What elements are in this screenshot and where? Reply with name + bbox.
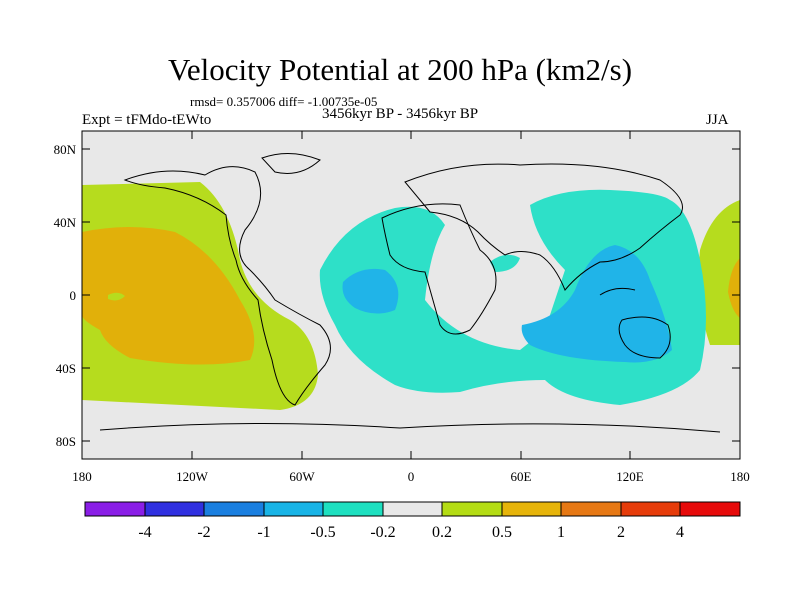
map-title: Velocity Potential at 200 hPa (km2/s) bbox=[167, 52, 633, 87]
pacific-orange-region bbox=[82, 227, 255, 365]
colorbar-label-neg1: -1 bbox=[257, 524, 270, 541]
colorbar-box-6 bbox=[382, 501, 443, 517]
colorbar bbox=[84, 501, 741, 517]
east-yellowgreen-region bbox=[698, 200, 740, 345]
colorbar-box-9 bbox=[560, 501, 622, 517]
lat-label-40s: 40S bbox=[56, 361, 76, 376]
colorbar-label-0-5: 0.5 bbox=[492, 524, 512, 541]
lat-label-40n: 40N bbox=[54, 215, 77, 230]
colorbar-label-neg0-5: -0.5 bbox=[310, 524, 335, 541]
colorbar-label-0-2: 0.2 bbox=[432, 524, 452, 541]
lon-label-60w: 60W bbox=[289, 469, 315, 484]
lon-label-60e: 60E bbox=[511, 469, 532, 484]
statistics-label: rmsd= 0.357006 diff= -1.00735e-05 bbox=[190, 94, 378, 109]
colorbar-box-1 bbox=[84, 501, 146, 517]
latitude-axis bbox=[82, 148, 740, 442]
indopacific-blue-region bbox=[521, 245, 672, 363]
longitude-axis bbox=[191, 131, 631, 459]
lat-label-80n: 80N bbox=[54, 142, 77, 157]
lon-label-120e: 120E bbox=[616, 469, 644, 484]
lat-label-0: 0 bbox=[70, 288, 77, 303]
colorbar-box-2 bbox=[144, 501, 205, 517]
lon-label-120w: 120W bbox=[176, 469, 209, 484]
colorbar-label-4: 4 bbox=[676, 524, 684, 541]
colorbar-label-1: 1 bbox=[557, 524, 565, 541]
colorbar-box-11 bbox=[679, 501, 741, 517]
lon-label-0: 0 bbox=[408, 469, 415, 484]
lon-label-180w: 180 bbox=[72, 469, 92, 484]
colorbar-box-10 bbox=[620, 501, 681, 517]
experiment-label: Expt = tFMdo-tEWto bbox=[82, 112, 212, 128]
season-label: JJA bbox=[706, 112, 729, 128]
colorbar-box-8 bbox=[501, 501, 562, 517]
colorbar-box-3 bbox=[203, 501, 265, 517]
lat-label-80s: 80S bbox=[56, 434, 76, 449]
pacific-yellowgreen-blob bbox=[108, 292, 125, 301]
lon-label-180e: 180 bbox=[730, 469, 750, 484]
atlantic-blue-region bbox=[342, 268, 399, 314]
colorbar-label-neg4: -4 bbox=[138, 524, 151, 541]
east-orange-region bbox=[728, 258, 740, 318]
colorbar-box-4 bbox=[263, 501, 324, 517]
colorbar-box-5 bbox=[322, 501, 384, 517]
contour-fields bbox=[82, 182, 740, 410]
colorbar-label-neg0-2: -0.2 bbox=[370, 524, 395, 541]
arabian-cyan-blob bbox=[490, 254, 520, 272]
colorbar-box-7 bbox=[441, 501, 503, 517]
colorbar-label-neg2: -2 bbox=[197, 524, 210, 541]
period-subtitle: 3456kyr BP - 3456kyr BP bbox=[321, 106, 479, 122]
colorbar-label-2: 2 bbox=[617, 524, 625, 541]
coastlines bbox=[99, 153, 721, 433]
